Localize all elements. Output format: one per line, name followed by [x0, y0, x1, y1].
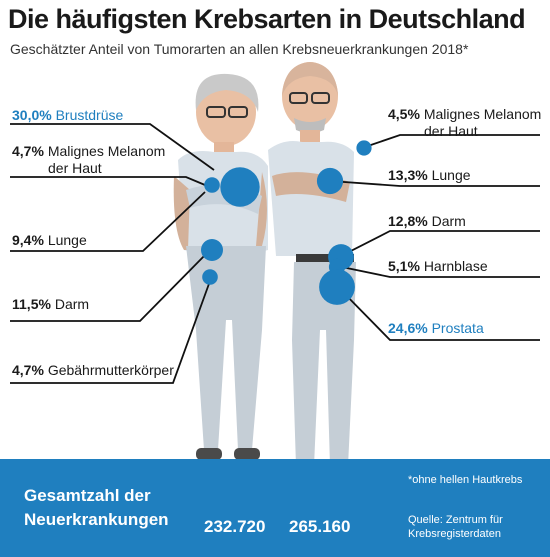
label-pct: 12,8% [388, 213, 428, 229]
label-name: Darm [431, 213, 466, 229]
source-note: Quelle: Zentrum für Krebsregisterdaten [408, 513, 503, 541]
label-name-line2: der Haut [48, 160, 102, 176]
label-name: Lunge [431, 167, 471, 183]
label-pct: 5,1% [388, 258, 420, 274]
label-pct: 9,4% [12, 232, 44, 248]
label-men-melanom: 4,5% Malignes Melanom der Haut [388, 106, 541, 140]
leader-lines [10, 123, 540, 384]
label-women-gebaermutter: 4,7% Gebährmutterkörper [12, 362, 174, 379]
footnote: *ohne hellen Hautkrebs [408, 474, 523, 486]
label-men-harnblase: 5,1% Harnblase [388, 258, 488, 275]
leader-line [10, 123, 215, 171]
label-men-darm: 12,8% Darm [388, 213, 466, 230]
label-name: Lunge [47, 232, 87, 248]
chart-title: Die häufigsten Krebsarten in Deutschland [8, 4, 526, 34]
leader-line [10, 191, 206, 252]
leader-line [329, 180, 540, 187]
label-name: Malignes Melanom [423, 106, 542, 122]
label-name: Brustdrüse [55, 107, 124, 123]
bubble-women-melanom [204, 177, 220, 193]
source-line1: Quelle: Zentrum für [408, 514, 503, 526]
total-men: 265.160 [289, 517, 351, 536]
footer-label: Gesamtzahl der Neuerkrankungen [24, 484, 169, 532]
bubble-men-prostata [319, 269, 355, 305]
leader-line [10, 280, 211, 384]
label-pct: 24,6% [388, 320, 428, 336]
label-women-lunge: 9,4% Lunge [12, 232, 87, 249]
leader-line [10, 176, 206, 186]
label-name: Darm [54, 296, 90, 312]
footer-label-line2: Neuerkrankungen [24, 510, 169, 529]
leader-line [10, 249, 211, 322]
bubble-men-lunge [316, 167, 344, 195]
bubble-women-brustdruese [220, 167, 260, 207]
woman-figure [173, 73, 268, 460]
label-pct: 4,7% [12, 362, 44, 378]
bubble-women-gebaermutter [202, 269, 218, 285]
leader-line [336, 265, 540, 278]
label-name-line2: der Haut [424, 123, 478, 139]
label-women-darm: 11,5% Darm [12, 296, 89, 313]
source-line2: Krebsregisterdaten [408, 528, 501, 540]
bubbles [201, 140, 372, 305]
label-women-melanom: 4,7% Malignes Melanom der Haut [12, 143, 165, 177]
bubble-women-lunge [201, 239, 223, 261]
label-women-brustdruese: 30,0% Brustdrüse [12, 107, 123, 124]
label-name: Prostata [431, 320, 484, 336]
leader-line [361, 134, 540, 149]
bubble-men-melanom [356, 140, 372, 156]
label-name: Gebährmutterkörper [47, 362, 174, 378]
leader-line [337, 286, 540, 341]
label-name: Harnblase [423, 258, 488, 274]
label-men-lunge: 13,3% Lunge [388, 167, 471, 184]
label-pct: 4,7% [12, 143, 44, 159]
total-women: 232.720 [204, 517, 266, 536]
label-pct: 13,3% [388, 167, 428, 183]
label-men-prostata: 24,6% Prostata [388, 320, 484, 337]
label-pct: 11,5% [12, 296, 51, 312]
chart-subtitle: Geschätzter Anteil von Tumorarten an all… [10, 41, 469, 57]
label-pct: 30,0% [12, 107, 52, 123]
label-name: Malignes Melanom [47, 143, 166, 159]
leader-line [340, 230, 540, 257]
footer-band: Gesamtzahl der Neuerkrankungen 232.720 2… [0, 459, 550, 557]
label-pct: 4,5% [388, 106, 420, 122]
footer-label-line1: Gesamtzahl der [24, 486, 151, 505]
